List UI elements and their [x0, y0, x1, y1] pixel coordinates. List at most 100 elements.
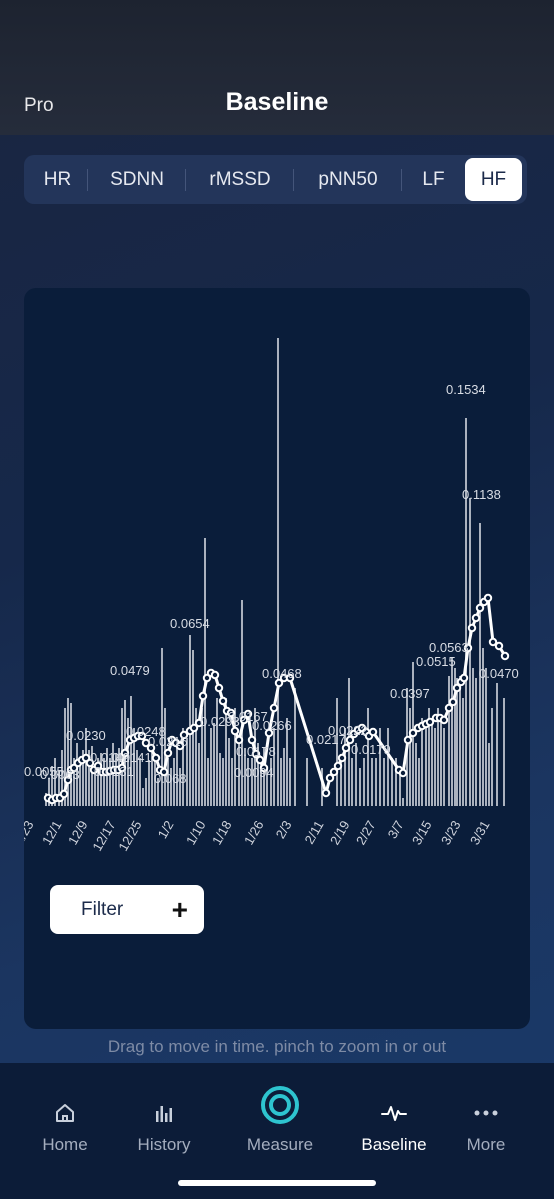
- line-point-47: [234, 735, 244, 745]
- point-label-2: 0.0142: [90, 750, 130, 765]
- x-tick-label-10: 2/11: [301, 818, 326, 847]
- point-label-10: 0.0654: [170, 616, 210, 631]
- line-point-43: [218, 696, 228, 706]
- point-label-19: 0.0179: [351, 742, 391, 757]
- tab-home[interactable]: Home: [10, 1063, 120, 1163]
- line-point-91: [475, 603, 485, 613]
- line-point-59: [321, 788, 331, 798]
- line-point-61: [329, 767, 339, 777]
- line-point-5: [63, 775, 73, 785]
- tab-history-label: History: [137, 1135, 191, 1154]
- line-point-93: [483, 593, 493, 603]
- point-label-20: 0.0397: [390, 686, 430, 701]
- line-point-56: [274, 678, 284, 688]
- line-point-41: [210, 670, 220, 680]
- x-tick-label-5: 1/2: [155, 818, 177, 841]
- x-tick-label-8: 1/26: [241, 818, 267, 847]
- point-label-12: 0.0167: [228, 709, 268, 724]
- line-point-60: [325, 773, 335, 783]
- chart-card[interactable]: 0.0055 0.0063 0.0142 0.0230 0.0141 0.0131 0.02…: [24, 288, 530, 1029]
- line-point-71: [368, 727, 378, 737]
- point-label-15: 0.0266: [252, 718, 292, 733]
- line-point-51: [251, 749, 261, 759]
- x-tick-label-7: 1/18: [209, 818, 235, 847]
- line-point-79: [425, 717, 435, 727]
- segment-hr[interactable]: HR: [27, 158, 88, 201]
- tab-bar: Home History Measure Baseline: [0, 1063, 554, 1199]
- line-point-89: [467, 623, 477, 633]
- segment-pnn50[interactable]: pNN50: [294, 158, 402, 201]
- line-point-25: [141, 738, 151, 748]
- tab-baseline-label: Baseline: [361, 1135, 427, 1154]
- x-tick-label-16: 3/31: [467, 818, 493, 847]
- measure-ring-icon: [261, 1086, 299, 1124]
- point-label-16: 0.0468: [262, 666, 302, 681]
- x-tick-label-0: 1/23: [24, 818, 37, 847]
- tab-more[interactable]: More: [431, 1063, 541, 1163]
- point-label-24: 0.1138: [462, 487, 501, 502]
- x-tick-label-6: 1/10: [183, 818, 209, 847]
- line-point-65: [345, 735, 355, 745]
- tab-more-label: More: [466, 1135, 506, 1154]
- metric-segmented-control: HR SDNN rMSSD pNN50 LF HF: [24, 155, 527, 204]
- point-label-25: 0.0470: [479, 666, 519, 681]
- point-label-8: 0.068: [154, 771, 187, 786]
- line-point-84: [448, 697, 458, 707]
- tab-baseline[interactable]: Baseline: [339, 1063, 449, 1163]
- line-point-90: [471, 613, 481, 623]
- more-dots-icon: [474, 1110, 498, 1116]
- line-point-33: [175, 741, 185, 751]
- point-label-0: 0.0055: [24, 764, 64, 779]
- line-point-46: [230, 726, 240, 736]
- segment-rmssd[interactable]: rMSSD: [186, 158, 294, 201]
- tab-history[interactable]: History: [109, 1063, 219, 1163]
- x-tick-label-1: 12/1: [39, 818, 65, 847]
- line-point-37: [194, 718, 204, 728]
- line-point-24: [137, 731, 147, 741]
- line-point-88: [463, 643, 473, 653]
- line-point-75: [408, 728, 418, 738]
- point-label-23: 0.1534: [446, 382, 486, 397]
- line-point-52: [255, 755, 265, 765]
- point-label-17: 0.0217: [306, 732, 346, 747]
- home-icon: [56, 1104, 74, 1122]
- point-label-7: 0.0215: [148, 734, 188, 749]
- line-point-55: [269, 703, 279, 713]
- filter-button[interactable]: Filter +: [50, 885, 204, 934]
- line-point-87: [459, 673, 469, 683]
- point-label-4: 0.0141: [112, 750, 152, 765]
- point-label-6: 0.0248: [126, 724, 166, 739]
- pro-button[interactable]: Pro: [24, 95, 54, 116]
- page-title: Baseline: [225, 88, 329, 116]
- point-label-13: 0.0178: [236, 744, 276, 759]
- bar-chart-icon: [156, 1106, 172, 1122]
- segment-sdnn[interactable]: SDNN: [88, 158, 186, 201]
- line-point-82: [439, 715, 449, 725]
- line-point-73: [398, 768, 408, 778]
- line-point-13: [93, 761, 103, 771]
- x-tick-label-15: 3/23: [438, 818, 464, 847]
- line-point-48: [239, 715, 249, 725]
- line-point-42: [214, 683, 224, 693]
- gesture-hint: Drag to move in time. pinch to zoom in o…: [107, 1037, 447, 1056]
- line-point-27: [151, 753, 161, 763]
- point-label-18: 0.0222: [328, 723, 368, 738]
- segment-lf[interactable]: LF: [422, 168, 445, 190]
- x-tick-label-11: 2/19: [327, 818, 353, 847]
- segment-hf[interactable]: HF: [465, 158, 522, 201]
- line-point-62: [333, 761, 343, 771]
- x-tick-label-2: 12/9: [65, 818, 91, 847]
- x-tick-label-9: 2/3: [273, 818, 295, 841]
- line-point-11: [85, 758, 95, 768]
- tab-measure[interactable]: Measure: [225, 1063, 335, 1163]
- x-tick-label-14: 3/15: [409, 818, 435, 847]
- line-point-74: [403, 735, 413, 745]
- point-label-14: 0.0094: [234, 765, 274, 780]
- line-point-64: [341, 743, 351, 753]
- line-point-83: [444, 703, 454, 713]
- line-point-58: [285, 673, 295, 683]
- point-label-21: 0.0515: [416, 654, 456, 669]
- x-tick-label-12: 2/27: [353, 818, 379, 847]
- pulse-icon: [381, 1106, 407, 1121]
